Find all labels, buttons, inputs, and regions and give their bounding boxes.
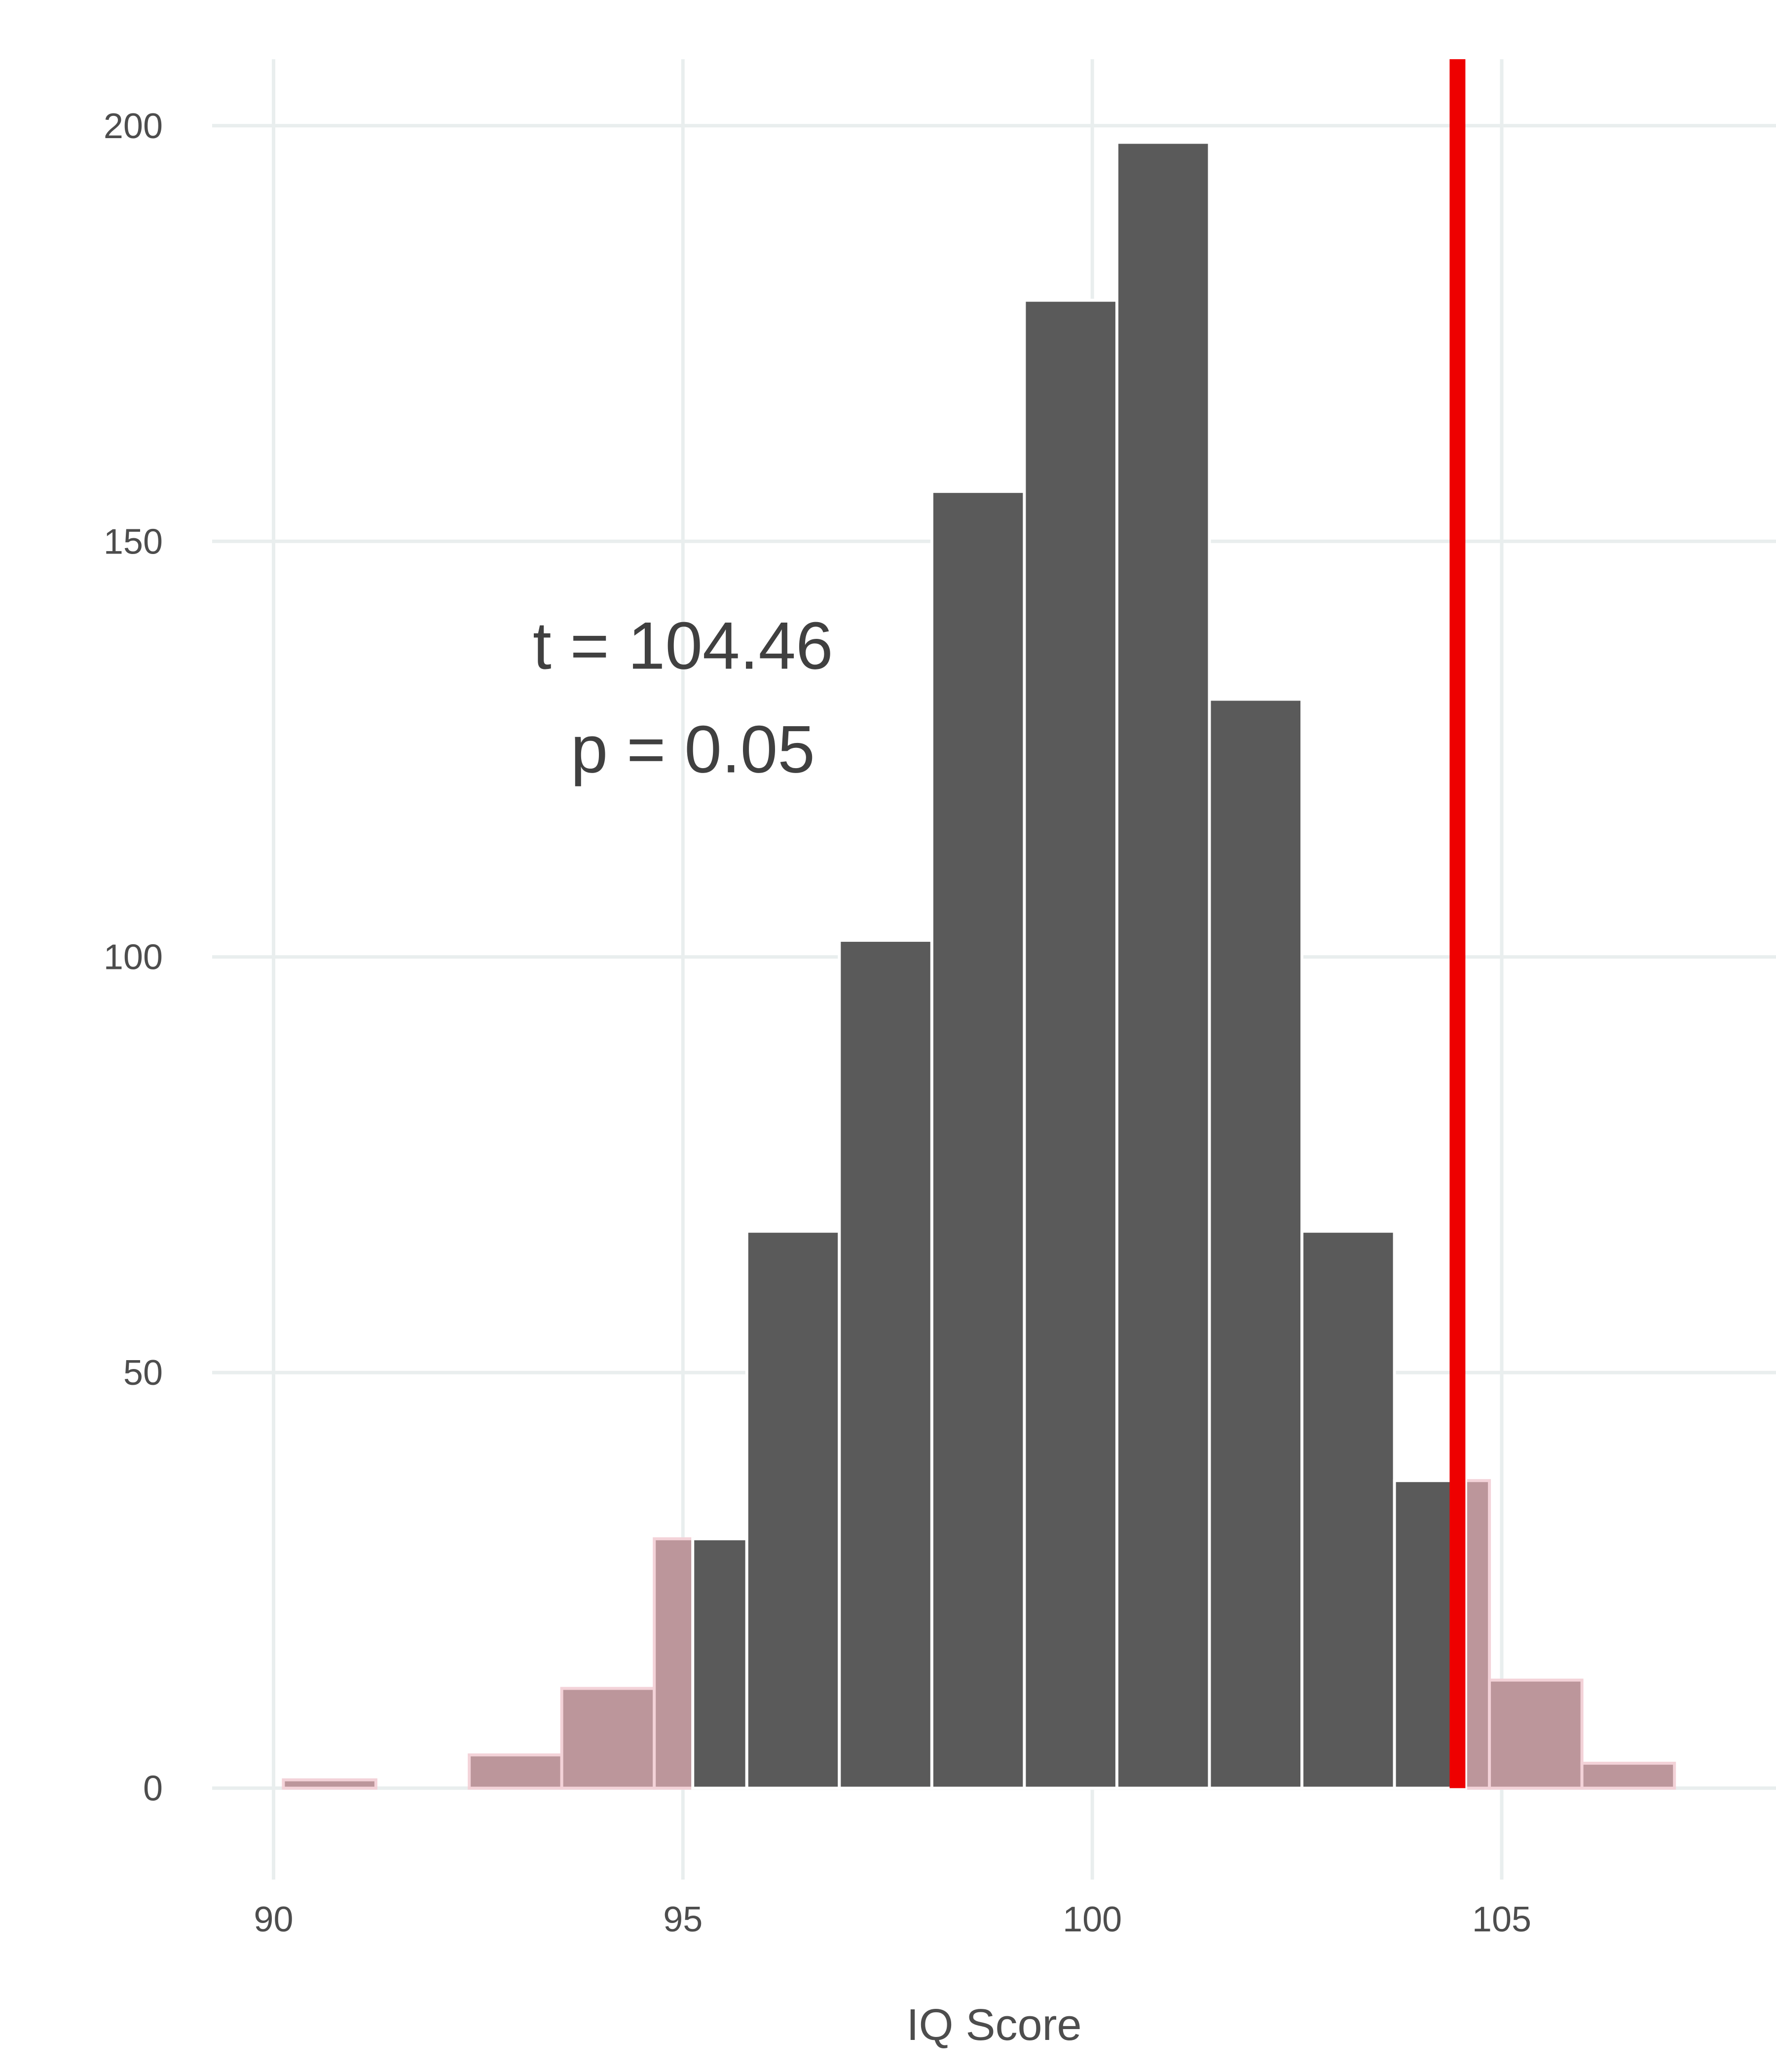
y-tick-label: 100 <box>104 938 163 977</box>
p-value-label: p = 0.05 <box>571 712 815 787</box>
histogram-bar-tail <box>282 1778 377 1790</box>
histogram-bar-body <box>1300 1229 1396 1790</box>
histogram-bar-tail <box>653 1537 695 1790</box>
y-axis-tick-labels: 0 50 100 150 200 <box>104 107 163 1809</box>
x-axis-title: IQ Score <box>906 2000 1081 2050</box>
histogram-bar-body <box>1208 698 1304 1790</box>
x-tick-label: 100 <box>1063 1900 1122 1939</box>
histogram-bar-tail <box>468 1753 563 1790</box>
histogram-bar-tail <box>1488 1678 1584 1790</box>
histogram-bar-body <box>745 1229 841 1790</box>
x-tick-label: 90 <box>254 1900 293 1939</box>
y-tick-label: 200 <box>104 107 163 146</box>
histogram-bar-tail <box>1464 1479 1491 1790</box>
histogram-bars <box>282 141 1676 1790</box>
y-tick-label: 150 <box>104 522 163 561</box>
histogram-bar-body <box>1023 298 1118 1790</box>
histogram-bar-body <box>838 939 933 1790</box>
histogram-bar-body <box>930 490 1026 1790</box>
histogram-bar-tail <box>560 1687 656 1790</box>
histogram-bar-body <box>1115 141 1211 1790</box>
x-axis-tick-labels: 90 95 100 105 <box>254 1900 1531 1939</box>
x-tick-label: 105 <box>1472 1900 1531 1939</box>
grid <box>212 59 1776 1880</box>
histogram-bar-body <box>691 1537 748 1790</box>
y-tick-label: 0 <box>143 1769 163 1809</box>
t-statistic-label: t = 104.46 <box>533 608 833 683</box>
histogram-bar-tail <box>1580 1762 1676 1790</box>
x-tick-label: 95 <box>663 1900 703 1939</box>
statistic-annotation: t = 104.46 p = 0.05 <box>533 608 833 787</box>
y-tick-label: 50 <box>123 1353 163 1393</box>
